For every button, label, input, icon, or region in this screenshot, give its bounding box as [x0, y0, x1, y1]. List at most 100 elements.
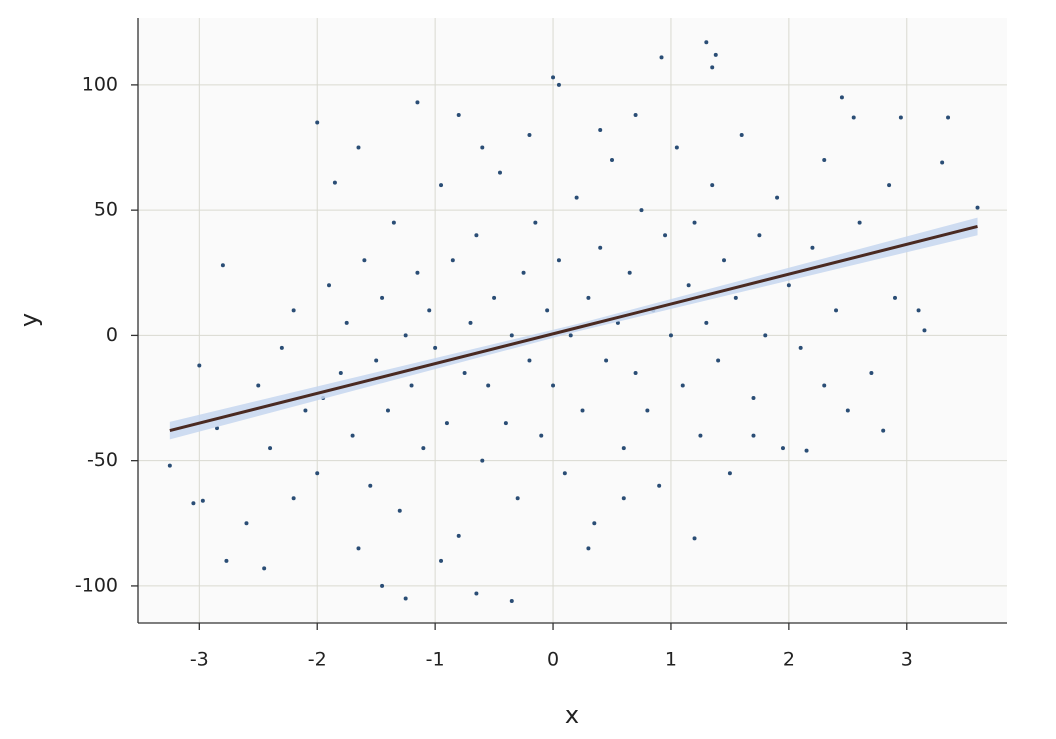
point	[486, 383, 491, 388]
point	[332, 180, 337, 185]
point	[409, 383, 414, 388]
point	[224, 558, 229, 563]
point	[710, 183, 715, 188]
point	[291, 308, 296, 313]
point	[220, 263, 225, 268]
point	[739, 132, 744, 137]
point	[421, 446, 426, 451]
point	[167, 463, 172, 468]
x-tick-label: 2	[783, 649, 795, 671]
point	[515, 496, 520, 501]
point	[397, 508, 402, 513]
point	[598, 245, 603, 250]
point	[568, 333, 573, 338]
point	[780, 446, 785, 451]
point	[704, 320, 709, 325]
point	[562, 471, 567, 476]
point	[727, 471, 732, 476]
x-axis-label: x	[565, 701, 579, 729]
point	[474, 591, 479, 596]
point	[574, 195, 579, 200]
point	[200, 498, 205, 503]
point	[315, 471, 320, 476]
point	[975, 205, 980, 210]
point	[362, 258, 367, 263]
point	[551, 383, 556, 388]
point	[244, 521, 249, 526]
point	[946, 115, 951, 120]
point	[279, 345, 284, 350]
point	[663, 233, 668, 238]
y-axis-label: y	[15, 313, 43, 327]
point	[822, 383, 827, 388]
x-tick-label: 0	[547, 649, 559, 671]
point	[350, 433, 355, 438]
point	[380, 295, 385, 300]
point	[462, 370, 467, 375]
point	[527, 358, 532, 363]
y-tick-label: -50	[87, 449, 118, 471]
x-tick-label: 1	[665, 649, 677, 671]
point	[775, 195, 780, 200]
point	[551, 75, 556, 80]
point	[539, 433, 544, 438]
point	[262, 566, 267, 571]
point	[621, 496, 626, 501]
point	[556, 258, 561, 263]
point	[503, 421, 508, 426]
point	[444, 421, 449, 426]
point	[692, 536, 697, 541]
point	[439, 558, 444, 563]
point	[751, 396, 756, 401]
point	[710, 65, 715, 70]
y-tick-label: 0	[106, 324, 118, 346]
point	[433, 345, 438, 350]
point	[633, 112, 638, 117]
point	[492, 295, 497, 300]
point	[580, 408, 585, 413]
point	[545, 308, 550, 313]
regression-line	[169, 224, 978, 433]
point	[415, 100, 420, 105]
point	[922, 328, 927, 333]
point	[480, 145, 485, 150]
point	[881, 428, 886, 433]
point	[645, 408, 650, 413]
point	[556, 82, 561, 87]
point	[610, 158, 614, 163]
point	[427, 308, 432, 313]
point	[521, 270, 526, 275]
point	[659, 55, 664, 60]
point	[338, 370, 343, 375]
point	[315, 120, 320, 125]
point	[639, 208, 644, 213]
point	[415, 270, 420, 275]
point	[716, 358, 721, 363]
point	[940, 160, 945, 165]
point	[892, 295, 897, 300]
point	[191, 501, 196, 506]
point	[713, 52, 718, 57]
point	[403, 596, 408, 601]
point	[680, 383, 685, 388]
point	[509, 333, 514, 338]
point	[839, 95, 844, 100]
x-tick-label: -1	[426, 649, 445, 671]
point	[391, 220, 396, 225]
point	[439, 183, 444, 188]
point	[686, 283, 691, 288]
point	[380, 583, 385, 588]
point	[403, 333, 408, 338]
point	[845, 408, 850, 413]
point	[668, 333, 673, 338]
point	[480, 458, 485, 463]
point	[456, 533, 461, 538]
point	[633, 370, 638, 375]
x-tick-label: -2	[308, 649, 327, 671]
point	[374, 358, 379, 363]
point	[798, 345, 803, 350]
point	[657, 483, 662, 488]
point	[533, 220, 538, 225]
point	[898, 115, 903, 120]
point	[356, 145, 361, 150]
